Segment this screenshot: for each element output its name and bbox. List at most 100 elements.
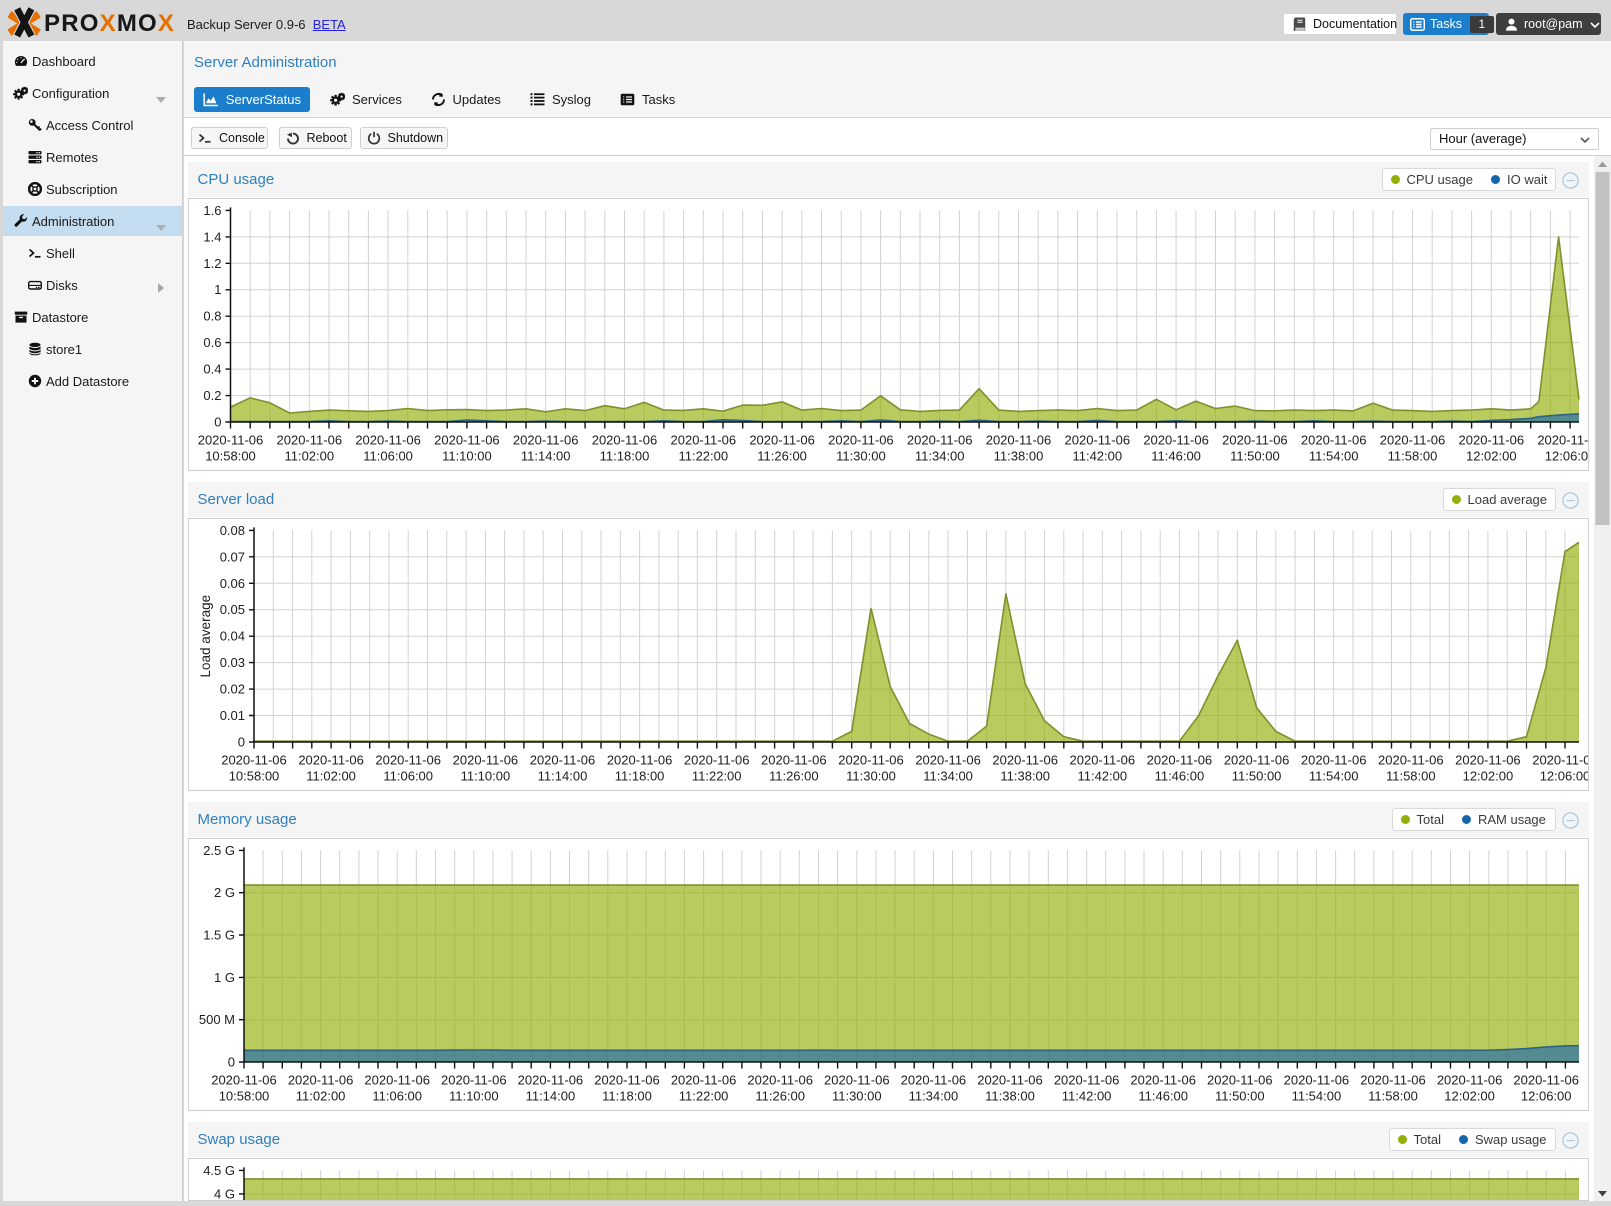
svg-text:1.4: 1.4: [203, 229, 221, 244]
svg-text:10:58:00: 10:58:00: [219, 1088, 270, 1103]
svg-text:0: 0: [214, 414, 221, 429]
svg-text:11:54:00: 11:54:00: [1309, 768, 1359, 783]
svg-text:2020-11-06: 2020-11-06: [761, 752, 827, 767]
svg-text:2020-11-06: 2020-11-06: [1537, 432, 1588, 447]
svg-text:11:10:00: 11:10:00: [449, 1088, 499, 1103]
svg-text:11:38:00: 11:38:00: [994, 448, 1044, 463]
svg-text:2020-11-06: 2020-11-06: [684, 752, 750, 767]
svg-text:1: 1: [214, 282, 221, 297]
svg-text:2 G: 2 G: [214, 885, 235, 900]
svg-text:2020-11-06: 2020-11-06: [441, 1072, 507, 1087]
svg-text:11:02:00: 11:02:00: [284, 448, 334, 463]
svg-text:11:30:00: 11:30:00: [832, 1088, 882, 1103]
svg-text:2020-11-06: 2020-11-06: [824, 1072, 890, 1087]
svg-text:0.08: 0.08: [220, 522, 245, 537]
svg-text:2020-11-06: 2020-11-06: [838, 752, 904, 767]
svg-text:2020-11-06: 2020-11-06: [1224, 752, 1290, 767]
svg-text:0.04: 0.04: [220, 628, 245, 643]
svg-text:0.06: 0.06: [220, 575, 245, 590]
svg-text:2020-11-06: 2020-11-06: [1380, 432, 1446, 447]
svg-text:11:30:00: 11:30:00: [846, 768, 896, 783]
svg-text:2020-11-06: 2020-11-06: [364, 1072, 430, 1087]
svg-text:2020-11-06: 2020-11-06: [1147, 752, 1213, 767]
svg-text:2020-11-06: 2020-11-06: [1130, 1072, 1196, 1087]
svg-text:11:58:00: 11:58:00: [1368, 1088, 1418, 1103]
svg-text:12:06:00: 12:06:00: [1540, 768, 1588, 783]
svg-text:1.6: 1.6: [203, 202, 221, 217]
svg-text:11:18:00: 11:18:00: [600, 448, 650, 463]
svg-text:1 G: 1 G: [214, 969, 235, 984]
svg-text:2020-11-06: 2020-11-06: [1532, 752, 1588, 767]
svg-text:2020-11-06: 2020-11-06: [1378, 752, 1444, 767]
svg-text:11:06:00: 11:06:00: [372, 1088, 422, 1103]
svg-text:2020-11-06: 2020-11-06: [355, 432, 421, 447]
svg-text:11:46:00: 11:46:00: [1151, 448, 1201, 463]
svg-text:11:46:00: 11:46:00: [1138, 1088, 1188, 1103]
svg-text:2020-11-06: 2020-11-06: [530, 752, 596, 767]
svg-text:2020-11-06: 2020-11-06: [907, 432, 973, 447]
svg-text:11:50:00: 11:50:00: [1230, 448, 1280, 463]
svg-text:11:02:00: 11:02:00: [296, 1088, 346, 1103]
svg-text:12:02:00: 12:02:00: [1444, 1088, 1495, 1103]
svg-text:11:14:00: 11:14:00: [538, 768, 588, 783]
svg-text:11:26:00: 11:26:00: [755, 1088, 805, 1103]
svg-text:0.6: 0.6: [203, 335, 221, 350]
svg-text:2020-11-06: 2020-11-06: [1284, 1072, 1350, 1087]
svg-text:2020-11-06: 2020-11-06: [1070, 752, 1136, 767]
svg-text:11:22:00: 11:22:00: [679, 1088, 729, 1103]
svg-text:11:18:00: 11:18:00: [602, 1088, 652, 1103]
svg-text:11:46:00: 11:46:00: [1155, 768, 1205, 783]
svg-text:2020-11-06: 2020-11-06: [453, 752, 519, 767]
svg-text:2020-11-06: 2020-11-06: [211, 1072, 277, 1087]
svg-text:2020-11-06: 2020-11-06: [1222, 432, 1288, 447]
svg-text:2020-11-06: 2020-11-06: [594, 1072, 660, 1087]
svg-text:2020-11-06: 2020-11-06: [749, 432, 815, 447]
svg-text:0.01: 0.01: [220, 708, 245, 723]
svg-text:11:50:00: 11:50:00: [1215, 1088, 1265, 1103]
svg-text:1.2: 1.2: [203, 255, 221, 270]
svg-text:2020-11-06: 2020-11-06: [1437, 1072, 1503, 1087]
svg-text:0.2: 0.2: [203, 388, 221, 403]
svg-text:11:30:00: 11:30:00: [836, 448, 886, 463]
svg-text:2020-11-06: 2020-11-06: [1065, 432, 1131, 447]
svg-text:0: 0: [228, 1054, 235, 1069]
svg-text:11:06:00: 11:06:00: [363, 448, 413, 463]
svg-text:2020-11-06: 2020-11-06: [298, 752, 364, 767]
svg-text:2020-11-06: 2020-11-06: [1054, 1072, 1120, 1087]
svg-text:500 M: 500 M: [199, 1012, 235, 1027]
svg-text:0.8: 0.8: [203, 308, 221, 323]
svg-text:11:34:00: 11:34:00: [923, 768, 973, 783]
svg-text:2020-11-06: 2020-11-06: [375, 752, 441, 767]
svg-text:2020-11-06: 2020-11-06: [1360, 1072, 1426, 1087]
svg-text:2020-11-06: 2020-11-06: [518, 1072, 584, 1087]
svg-text:2020-11-06: 2020-11-06: [1455, 752, 1521, 767]
svg-text:11:42:00: 11:42:00: [1062, 1088, 1112, 1103]
svg-text:11:38:00: 11:38:00: [985, 1088, 1035, 1103]
svg-text:2020-11-06: 2020-11-06: [1207, 1072, 1273, 1087]
svg-text:4 G: 4 G: [214, 1186, 235, 1201]
svg-text:11:26:00: 11:26:00: [757, 448, 807, 463]
svg-text:2020-11-06: 2020-11-06: [828, 432, 894, 447]
svg-text:12:06:00: 12:06:00: [1521, 1088, 1572, 1103]
svg-text:11:58:00: 11:58:00: [1386, 768, 1436, 783]
svg-text:0.07: 0.07: [220, 549, 245, 564]
svg-text:12:06:00: 12:06:00: [1545, 448, 1588, 463]
svg-text:11:54:00: 11:54:00: [1309, 448, 1359, 463]
svg-text:11:26:00: 11:26:00: [769, 768, 819, 783]
svg-text:11:50:00: 11:50:00: [1232, 768, 1282, 783]
svg-text:11:22:00: 11:22:00: [692, 768, 742, 783]
svg-text:0: 0: [238, 734, 245, 749]
svg-text:11:34:00: 11:34:00: [909, 1088, 959, 1103]
svg-text:0.03: 0.03: [220, 655, 245, 670]
svg-text:11:58:00: 11:58:00: [1388, 448, 1438, 463]
svg-text:2020-11-06: 2020-11-06: [277, 432, 343, 447]
svg-text:2020-11-06: 2020-11-06: [992, 752, 1058, 767]
svg-text:11:14:00: 11:14:00: [526, 1088, 576, 1103]
svg-text:2020-11-06: 2020-11-06: [221, 752, 287, 767]
svg-text:Load average: Load average: [198, 594, 213, 677]
svg-text:11:10:00: 11:10:00: [442, 448, 492, 463]
svg-text:11:10:00: 11:10:00: [461, 768, 511, 783]
svg-text:2020-11-06: 2020-11-06: [607, 752, 673, 767]
svg-text:1.5 G: 1.5 G: [203, 927, 235, 942]
svg-text:11:02:00: 11:02:00: [306, 768, 356, 783]
